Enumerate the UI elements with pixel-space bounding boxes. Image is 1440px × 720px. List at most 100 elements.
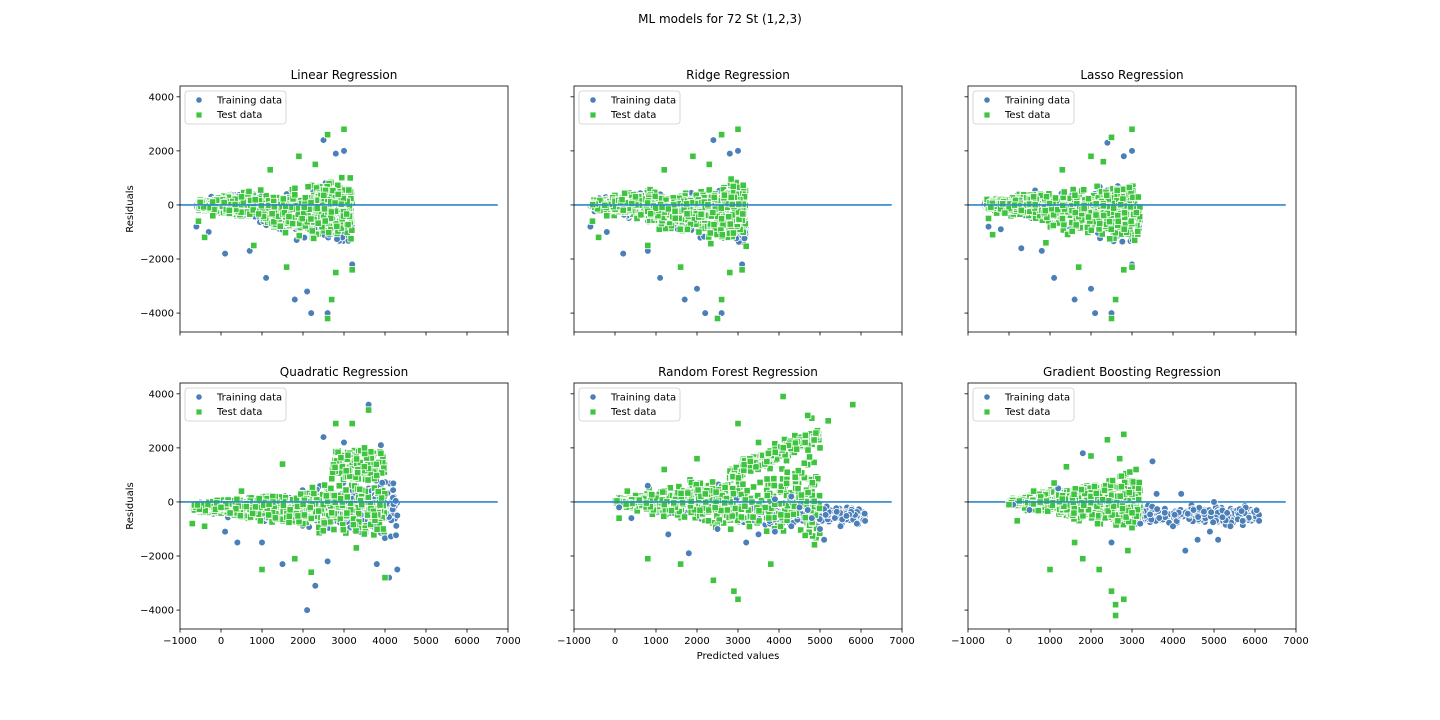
data-point [836,522,845,531]
x-tick-label: −1000 [163,636,197,647]
data-point [323,314,332,323]
legend-label-test: Test data [610,110,656,121]
x-tick-label: 3000 [725,636,750,647]
data-point [221,249,229,258]
data-point [717,309,726,317]
data-point [660,465,668,474]
legend: Training data Test data [578,387,681,422]
data-point [323,131,332,139]
data-point [295,152,303,160]
data-point [1112,601,1120,609]
data-point [734,419,742,428]
data-point [377,449,385,457]
data-point [1169,522,1177,531]
data-point [1210,498,1218,506]
data-point [1107,538,1116,547]
x-tick-label: −1000 [557,636,591,647]
x-tick-label: 4000 [372,636,397,647]
data-point [1005,501,1013,509]
data-point [615,503,623,512]
subplot-random-forest: Random Forest Regression −1000 0 1000 2000 30… [557,365,915,662]
y-tick-label: −4000 [140,606,174,617]
series-test [588,125,746,323]
data-point [258,538,266,547]
y-tick-label: 0 [168,497,174,508]
data-point [245,247,254,255]
x-tick-label: 2000 [290,636,315,647]
data-point [225,206,233,214]
data-point [393,511,402,520]
legend-marker-test [195,408,203,416]
data-point [1071,538,1079,547]
data-point [1050,479,1058,487]
x-tick-label: 1000 [1037,636,1062,647]
legend-marker-training [589,96,597,104]
data-point [631,193,640,201]
data-point [742,538,750,547]
data-point [1030,487,1038,495]
data-point [332,268,340,277]
legend-label-test: Test data [610,407,656,418]
subplot-quadratic: Quadratic Regression −1000 0 1000 2000 3000 40… [125,365,521,647]
x-tick-label: 6000 [848,636,873,647]
data-point [282,263,291,271]
data-point [1255,517,1263,525]
y-tick-label: −4000 [140,309,174,320]
legend-label-training: Training data [216,393,282,404]
data-point [221,527,229,536]
data-point [787,522,796,531]
data-point [278,560,287,568]
data-point [1025,506,1034,514]
data-point [709,576,718,584]
data-point [713,525,722,533]
data-point [1103,138,1112,147]
data-point [1206,527,1214,536]
data-point [1112,611,1120,620]
data-point [644,555,652,563]
data-point [677,263,685,271]
data-point [853,519,861,528]
data-point [754,530,763,539]
legend-label-test: Test data [216,407,262,418]
data-point [693,284,701,293]
data-point [664,530,673,539]
data-point [348,266,356,274]
legend-label-test: Test data [1004,407,1050,418]
data-point [364,406,373,414]
x-tick-label: 2000 [684,636,709,647]
x-tick-label: 5000 [413,636,438,647]
data-point [730,587,738,595]
data-point [734,125,742,133]
series-training [586,136,746,317]
x-tick-label: 0 [218,636,224,647]
x-axis-label: Predicted values [697,651,780,662]
data-point [787,492,796,501]
data-point [680,295,689,304]
data-point [262,274,270,282]
data-point [1124,547,1132,555]
y-tick-label: 4000 [149,389,174,400]
data-point [767,560,775,568]
y-tick-label: 0 [168,200,174,211]
y-axis-label: Residuals [125,185,136,232]
data-point [1038,247,1046,255]
legend-marker-test [589,408,597,416]
data-point [303,287,311,296]
subplot-title: Ridge Regression [686,68,790,82]
series-test [984,125,1136,323]
data-point [1177,490,1185,498]
x-tick-label: 4000 [766,636,791,647]
data-point [984,214,993,223]
data-point [237,487,246,495]
data-point [1136,519,1144,528]
data-point [1193,535,1202,544]
data-point [1087,452,1095,460]
data-point [1103,436,1111,444]
data-point [1062,463,1070,471]
subplot-ridge: Ridge Regression Training data Test data [570,68,903,336]
subplot-linear: Linear Regression −4000 −2000 0 2000 4000 Resi… [125,68,509,336]
data-point [1181,546,1190,555]
data-point [1017,206,1025,214]
data-point [1107,587,1116,595]
data-point [619,249,627,258]
